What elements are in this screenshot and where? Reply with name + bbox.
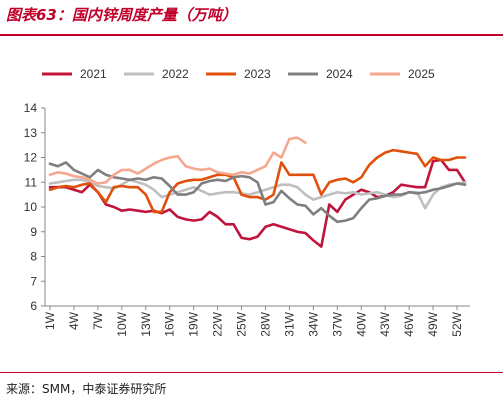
- legend-label-2021: 2021: [80, 67, 107, 81]
- legend-label-2023: 2023: [244, 67, 271, 81]
- legend-label-2024: 2024: [326, 67, 353, 81]
- x-tick-label: 28W: [258, 311, 272, 336]
- x-tick-label: 31W: [282, 311, 296, 336]
- x-tick-label: 37W: [330, 311, 344, 336]
- x-tick-label: 7W: [91, 311, 105, 330]
- series-line-2025: [48, 136, 307, 185]
- x-tick-label: 22W: [211, 311, 225, 336]
- series-line-2023: [48, 148, 467, 214]
- x-tick-label: 1W: [43, 311, 57, 330]
- y-tick-label: 14: [24, 101, 38, 115]
- series-line-2024: [48, 161, 467, 224]
- x-tick-label: 16W: [163, 311, 177, 336]
- x-tick-label: 10W: [115, 311, 129, 336]
- figure-title: 图表63：国内锌周度产量（万吨）: [6, 6, 237, 24]
- x-tick-label: 46W: [402, 311, 416, 336]
- x-tick-label: 4W: [67, 311, 81, 330]
- y-tick-label: 12: [24, 151, 38, 165]
- legend-label-2025: 2025: [408, 67, 435, 81]
- x-axis: 1W 4W 7W 10W 13W 16W 19W 22W 25W 28W 31W 34W 37W 40W 4…: [43, 305, 470, 337]
- line-chart: 2021 2022 2023 2024 2025 6 7 8 9 10 11 12 13 14 1W 4W…: [24, 67, 470, 337]
- title-divider: [0, 34, 503, 36]
- source-divider: [0, 372, 503, 373]
- x-tick-label: 34W: [306, 311, 320, 336]
- chart-legend: 2021 2022 2023 2024 2025: [42, 67, 435, 81]
- y-tick-label: 10: [24, 200, 38, 214]
- x-tick-label: 13W: [139, 311, 153, 336]
- source-note: 来源：SMM，中泰证券研究所: [6, 382, 167, 396]
- y-tick-label: 8: [30, 250, 37, 264]
- series-lines: [48, 136, 467, 248]
- x-tick-label: 52W: [450, 311, 464, 336]
- y-axis: 6 7 8 9 10 11 12 13 14: [24, 101, 46, 313]
- y-tick-label: 6: [30, 299, 37, 313]
- x-tick-label: 49W: [426, 311, 440, 336]
- legend-label-2022: 2022: [162, 67, 189, 81]
- x-tick-label: 43W: [378, 311, 392, 336]
- series-line-2021: [48, 158, 467, 248]
- y-tick-label: 9: [30, 225, 37, 239]
- y-tick-label: 13: [24, 126, 38, 140]
- x-tick-label: 25W: [235, 311, 249, 336]
- y-tick-label: 7: [30, 274, 37, 288]
- x-tick-label: 40W: [354, 311, 368, 336]
- y-tick-label: 11: [25, 175, 38, 189]
- x-tick-label: 19W: [187, 311, 201, 336]
